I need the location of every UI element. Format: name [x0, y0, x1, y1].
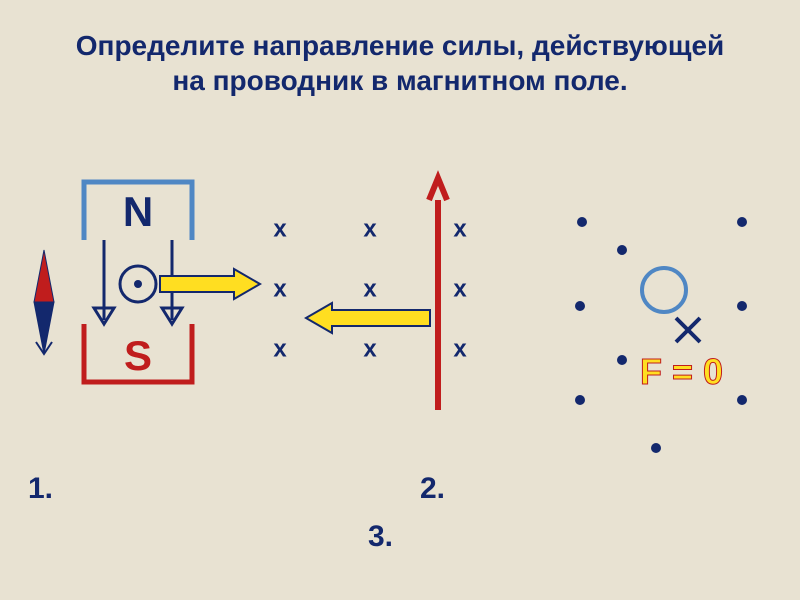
svg-text:х: х	[273, 215, 287, 242]
svg-text:S: S	[124, 332, 152, 379]
svg-text:N: N	[123, 188, 153, 235]
diagram-svg: N Sх х х х х х х х х F = 0	[0, 0, 800, 600]
svg-text:х: х	[363, 335, 377, 362]
svg-text:х: х	[453, 215, 467, 242]
svg-text:F = 0: F = 0	[640, 351, 723, 392]
svg-text:х: х	[453, 335, 467, 362]
svg-text:х: х	[363, 215, 377, 242]
svg-text:х: х	[273, 335, 287, 362]
svg-text:х: х	[273, 275, 287, 302]
svg-text:х: х	[363, 275, 377, 302]
svg-text:х: х	[453, 275, 467, 302]
